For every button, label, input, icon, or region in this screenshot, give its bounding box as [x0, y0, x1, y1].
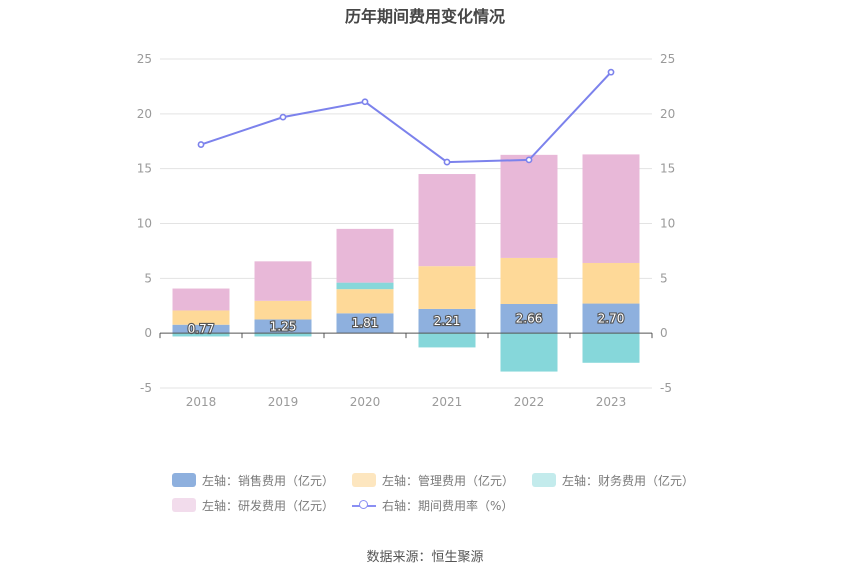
chart-legend: 左轴：销售费用（亿元） 左轴：管理费用（亿元） 左轴：财务费用（亿元） 左轴：研…	[172, 472, 712, 522]
legend-label-rd: 左轴：研发费用（亿元）	[202, 498, 335, 513]
bar-sales-2018	[172, 324, 230, 334]
right-tick-label: 0	[660, 326, 668, 340]
legend-row-1: 左轴：销售费用（亿元） 左轴：管理费用（亿元） 左轴：财务费用（亿元）	[172, 472, 712, 488]
left-tick-label: 0	[144, 326, 152, 340]
legend-line-icon	[352, 498, 377, 512]
axis-layer: -5 0 5 10 15 20 25 -5 0 5 10 15 20 25 2018 2019 2020 2021…	[137, 52, 676, 409]
bar-finance-2023	[582, 333, 640, 363]
bar-data-label: 1.81	[352, 316, 379, 330]
bar-rd-2022	[500, 154, 558, 258]
expense-rate-point-2018	[197, 141, 205, 148]
right-tick-label: 20	[660, 107, 675, 121]
right-tick-label: 15	[660, 162, 675, 176]
x-tick-label: 2022	[514, 395, 545, 409]
labels-layer: 0.77 1.25 1.81 2.21 2.66 2.70	[187, 310, 626, 337]
legend-item-admin[interactable]: 左轴：管理费用（亿元）	[352, 472, 514, 489]
expense-rate-point-2020	[361, 98, 369, 106]
legend-row-2: 左轴：研发费用（亿元） 右轴：期间费用率（%）	[172, 497, 712, 513]
bar-finance-2021	[418, 333, 476, 348]
bars-layer	[172, 154, 640, 372]
bar-data-label: 2.70	[598, 311, 625, 325]
legend-item-finance[interactable]: 左轴：财务费用（亿元）	[532, 472, 694, 489]
bar-data-label: 2.21	[434, 314, 461, 328]
bar-sales-2021	[418, 308, 476, 334]
bar-rd-2019	[254, 261, 312, 301]
x-tick-label: 2023	[596, 395, 627, 409]
bar-admin-2019	[254, 300, 312, 320]
left-tick-label: 20	[137, 107, 152, 121]
legend-label-sales: 左轴：销售费用（亿元）	[202, 473, 335, 488]
legend-swatch-sales	[172, 473, 196, 487]
bar-sales-2019	[254, 319, 312, 334]
legend-label-expense-rate: 右轴：期间费用率（%）	[382, 498, 514, 513]
grid-layer	[160, 58, 652, 389]
legend-label-finance: 左轴：财务费用（亿元）	[562, 473, 695, 488]
expense-rate-point-2021	[443, 158, 451, 166]
legend-item-expense-rate[interactable]: 右轴：期间费用率（%）	[352, 497, 513, 514]
left-tick-label: 15	[137, 162, 152, 176]
chart-title: 历年期间费用变化情况	[344, 7, 505, 26]
bar-data-label: 0.77	[188, 322, 215, 336]
chart-canvas: 0.77 1.25 1.81 2.21 2.66 2.70 -5 0 5 10 15 20 25 -5 0…	[137, 52, 676, 409]
bar-admin-2022	[500, 257, 558, 304]
left-tick-label: 5	[144, 271, 152, 285]
legend-item-rd[interactable]: 左轴：研发费用（亿元）	[172, 497, 334, 514]
right-tick-label: 10	[660, 217, 675, 231]
left-tick-label: -5	[140, 381, 152, 395]
expense-rate-point-2022	[525, 156, 533, 164]
bar-admin-2023	[582, 262, 640, 304]
line-layer	[197, 68, 615, 166]
bar-finance-2019	[254, 333, 312, 337]
expense-rate-point-2019	[279, 113, 287, 121]
right-tick-label: 25	[660, 52, 675, 66]
bar-finance-2022	[500, 333, 558, 372]
legend-swatch-rd	[172, 498, 196, 512]
x-tick-label: 2018	[186, 395, 217, 409]
legend-swatch-admin	[352, 473, 377, 487]
bar-rd-2023	[582, 154, 640, 263]
legend-label-admin: 左轴：管理费用（亿元）	[382, 473, 515, 488]
x-tick-label: 2021	[432, 395, 463, 409]
bar-finance-2018	[172, 333, 230, 337]
bar-admin-2021	[418, 266, 476, 309]
bar-finance-2020	[336, 282, 394, 290]
x-tick-label: 2019	[268, 395, 299, 409]
data-source: 数据来源：恒生聚源	[366, 550, 484, 565]
bar-admin-2018	[172, 310, 230, 325]
bar-data-label: 1.25	[270, 319, 297, 333]
bar-sales-2022	[500, 303, 558, 334]
left-tick-label: 25	[137, 52, 152, 66]
legend-item-sales[interactable]: 左轴：销售费用（亿元）	[172, 472, 334, 489]
expense-rate-line	[200, 71, 612, 164]
x-tick-label: 2020	[350, 395, 381, 409]
bar-rd-2021	[418, 174, 476, 267]
bar-rd-2020	[336, 228, 394, 283]
right-tick-label: -5	[660, 381, 672, 395]
right-tick-label: 5	[660, 271, 668, 285]
bar-rd-2018	[172, 288, 230, 311]
bar-sales-2023	[582, 303, 640, 334]
bar-admin-2020	[336, 289, 394, 314]
legend-swatch-finance	[532, 473, 557, 487]
bar-data-label: 2.66	[516, 312, 543, 326]
bar-sales-2020	[336, 313, 394, 334]
left-tick-label: 10	[137, 217, 152, 231]
expense-rate-point-2023	[607, 68, 615, 76]
